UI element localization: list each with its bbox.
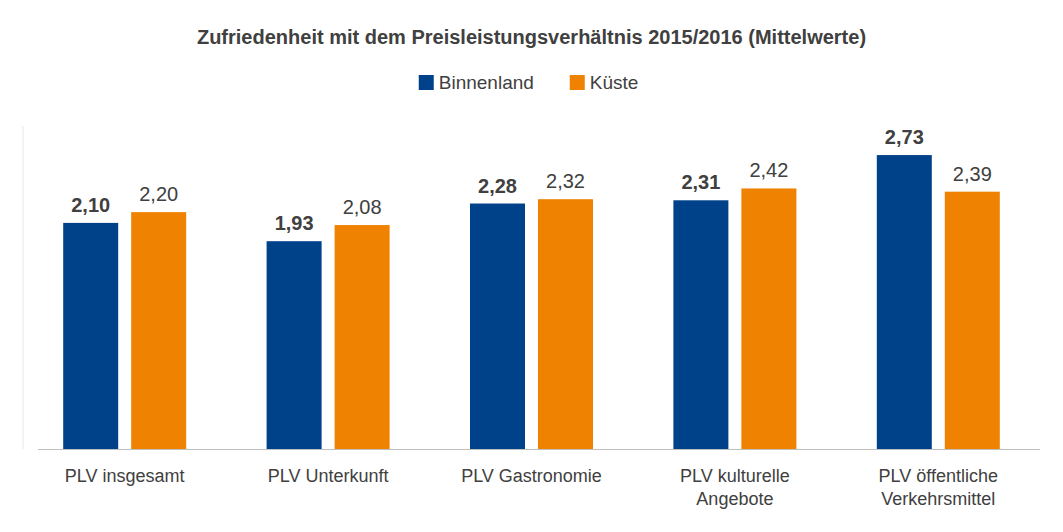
bar: [741, 188, 796, 449]
data-label: 1,93: [275, 212, 314, 234]
x-tick-label: PLV Gastronomie: [461, 466, 602, 486]
legend-swatch: [570, 75, 585, 90]
legend-label: Küste: [590, 72, 639, 93]
legend-label: Binnenland: [439, 72, 534, 93]
bar: [267, 241, 322, 449]
y-axis-line: [23, 126, 24, 449]
data-label: 2,39: [953, 163, 992, 185]
bar: [945, 192, 1000, 449]
bars: [63, 155, 1000, 449]
data-label: 2,10: [71, 194, 110, 216]
x-tick-label-line: Angebote: [696, 489, 773, 509]
bar: [538, 199, 593, 449]
chart: Zufriedenheit mit dem Preisleistungsverh…: [0, 0, 1063, 532]
data-label: 2,31: [681, 171, 720, 193]
data-labels: 2,10 1,93 2,28 2,31 2,73 2,20 2,08 2,32 2,42 2,39: [71, 126, 992, 234]
legend: Binnenland Küste: [419, 72, 639, 93]
bar: [877, 155, 932, 449]
data-label: 2,73: [885, 126, 924, 148]
data-label: 2,42: [749, 159, 788, 181]
x-tick-label-line: PLV insgesamt: [65, 466, 185, 486]
x-tick-label: PLV Unterkunft: [268, 466, 389, 486]
bar: [470, 204, 525, 449]
legend-swatch: [419, 75, 434, 90]
title: Zufriedenheit mit dem Preisleistungsverh…: [197, 26, 866, 48]
bar: [335, 225, 390, 449]
x-tick-label-line: Verkehrsmittel: [881, 489, 995, 509]
x-tick-label: PLV insgesamt: [65, 466, 185, 486]
bar: [673, 200, 728, 449]
x-tick-label: PLV öffentliche Verkehrsmittel: [879, 466, 998, 509]
x-axis-line: [38, 449, 1040, 450]
data-label: 2,20: [139, 183, 178, 205]
bar: [131, 212, 186, 449]
x-tick-label-line: PLV Gastronomie: [461, 466, 602, 486]
bar: [63, 223, 118, 449]
x-tick-label-line: PLV öffentliche: [879, 466, 998, 486]
x-tick-label-line: PLV Unterkunft: [268, 466, 389, 486]
x-tick-label: PLV kulturelle Angebote: [680, 466, 790, 509]
x-tick-label-line: PLV kulturelle: [680, 466, 790, 486]
data-label: 2,28: [478, 175, 517, 197]
data-label: 2,32: [546, 170, 585, 192]
data-label: 2,08: [343, 196, 382, 218]
